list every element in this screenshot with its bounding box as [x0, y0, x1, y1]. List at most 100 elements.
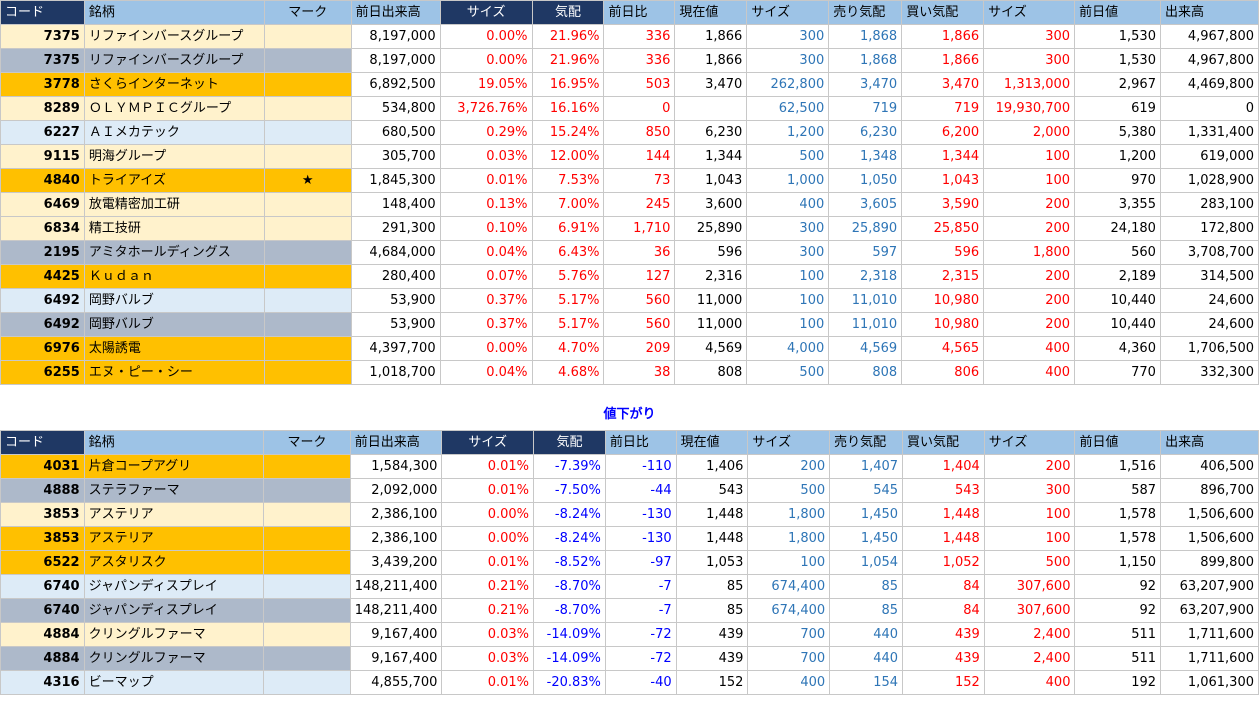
prev-price-cell[interactable]: 2,967	[1074, 72, 1161, 97]
size3-cell[interactable]: 500	[983, 550, 1076, 575]
table-row[interactable]: 6469 放電精密加工研 148,400 0.13% 7.00% 245 3,600 400 3…	[0, 192, 1259, 217]
code-cell[interactable]: 4316	[0, 670, 85, 695]
size1-cell[interactable]: 0.01%	[439, 168, 533, 193]
name-cell[interactable]: クリングルファーマ	[83, 622, 265, 647]
bid-cell[interactable]: 3,470	[901, 72, 985, 97]
prev-volume-cell[interactable]: 2,386,100	[349, 502, 443, 527]
kehai-cell[interactable]: 7.53%	[531, 168, 605, 193]
prev-volume-cell[interactable]: 1,584,300	[349, 454, 443, 479]
kehai-cell[interactable]: -8.24%	[533, 502, 606, 527]
ask-cell[interactable]: 597	[828, 240, 903, 265]
prev-price-cell[interactable]: 1,516	[1074, 454, 1162, 479]
mark-cell[interactable]	[263, 360, 352, 385]
col-header-prev-volume[interactable]: 前日出来高	[350, 0, 441, 25]
prev-price-cell[interactable]: 1,530	[1074, 48, 1161, 73]
ask-cell[interactable]: 1,450	[829, 526, 904, 551]
prev-price-cell[interactable]: 1,530	[1074, 24, 1161, 49]
size1-cell[interactable]: 0.29%	[439, 120, 533, 145]
price-cell[interactable]: 6,230	[674, 120, 748, 145]
price-cell[interactable]: 11,000	[674, 288, 748, 313]
ask-cell[interactable]: 545	[829, 478, 904, 503]
col-header-volume[interactable]: 出来高	[1159, 0, 1259, 25]
mark-cell[interactable]	[263, 670, 351, 695]
code-cell[interactable]: 7375	[0, 24, 85, 49]
price-cell[interactable]: 808	[674, 360, 748, 385]
code-cell[interactable]: 6834	[0, 216, 85, 241]
mark-cell[interactable]	[263, 72, 352, 97]
mark-cell[interactable]	[263, 454, 351, 479]
size1-cell[interactable]: 0.01%	[441, 670, 534, 695]
prev-volume-cell[interactable]: 6,892,500	[350, 72, 441, 97]
code-cell[interactable]: 3853	[0, 502, 85, 527]
code-cell[interactable]: 6740	[0, 598, 85, 623]
col-header-change[interactable]: 前日比	[603, 0, 676, 25]
prev-volume-cell[interactable]: 1,018,700	[350, 360, 441, 385]
col-header-prev-volume[interactable]: 前日出来高	[349, 430, 443, 455]
prev-volume-cell[interactable]: 53,900	[350, 312, 441, 337]
size2-cell[interactable]: 200	[747, 454, 831, 479]
prev-price-cell[interactable]: 1,578	[1074, 526, 1162, 551]
bid-cell[interactable]: 1,448	[902, 526, 985, 551]
size1-cell[interactable]: 0.07%	[439, 264, 533, 289]
code-cell[interactable]: 4888	[0, 478, 85, 503]
ask-cell[interactable]: 1,450	[829, 502, 904, 527]
col-header-change[interactable]: 前日比	[604, 430, 677, 455]
size1-cell[interactable]: 0.03%	[441, 622, 534, 647]
change-cell[interactable]: 560	[603, 288, 676, 313]
ask-cell[interactable]: 11,010	[828, 288, 903, 313]
code-cell[interactable]: 2195	[0, 240, 85, 265]
prev-volume-cell[interactable]: 1,845,300	[350, 168, 441, 193]
change-cell[interactable]: -40	[604, 670, 677, 695]
prev-price-cell[interactable]: 2,189	[1074, 264, 1161, 289]
name-cell[interactable]: 精工技研	[83, 216, 265, 241]
bid-cell[interactable]: 10,980	[901, 312, 985, 337]
table-row[interactable]: 6522 アスタリスク 3,439,200 0.01% -8.52% -97 1,053 10…	[0, 550, 1259, 575]
volume-cell[interactable]: 1,711,600	[1160, 646, 1259, 671]
col-header-mark[interactable]: マーク	[263, 0, 352, 25]
kehai-cell[interactable]: -8.52%	[533, 550, 606, 575]
size3-cell[interactable]: 100	[983, 502, 1076, 527]
bid-cell[interactable]: 152	[902, 670, 985, 695]
price-cell[interactable]: 11,000	[674, 312, 748, 337]
table-row[interactable]: 9115 明海グループ 305,700 0.03% 12.00% 144 1,344 500 1…	[0, 144, 1259, 169]
name-cell[interactable]: 放電精密加工研	[83, 192, 265, 217]
change-cell[interactable]: -72	[604, 646, 677, 671]
name-cell[interactable]: クリングルファーマ	[83, 646, 265, 671]
table-row[interactable]: 6255 エヌ・ピー・シー 1,018,700 0.04% 4.68% 38 808 500 8…	[0, 360, 1259, 385]
table-row[interactable]: 6227 ＡＩメカテック 680,500 0.29% 15.24% 850 6,230 1,2…	[0, 120, 1259, 145]
col-header-ask[interactable]: 売り気配	[829, 430, 904, 455]
size2-cell[interactable]: 500	[746, 360, 830, 385]
col-header-mark[interactable]: マーク	[263, 430, 351, 455]
change-cell[interactable]: -130	[604, 526, 677, 551]
table-row[interactable]: 6740 ジャパンディスプレイ 148,211,400 0.21% -8.70% -7 85…	[0, 574, 1259, 599]
size1-cell[interactable]: 0.13%	[439, 192, 533, 217]
code-cell[interactable]: 4031	[0, 454, 85, 479]
ask-cell[interactable]: 808	[828, 360, 903, 385]
size1-cell[interactable]: 0.03%	[439, 144, 533, 169]
mark-cell[interactable]	[263, 240, 352, 265]
volume-cell[interactable]: 1,506,600	[1160, 526, 1259, 551]
prev-volume-cell[interactable]: 4,855,700	[349, 670, 443, 695]
change-cell[interactable]: -7	[604, 598, 677, 623]
prev-volume-cell[interactable]: 8,197,000	[350, 24, 441, 49]
mark-cell[interactable]	[263, 312, 352, 337]
ask-cell[interactable]: 3,470	[828, 72, 903, 97]
ask-cell[interactable]: 1,868	[828, 24, 903, 49]
table-row[interactable]: 8289 ＯＬＹＭＰＩＣグループ 534,800 3,726.76% 16.16% 0 62…	[0, 96, 1259, 121]
kehai-cell[interactable]: 21.96%	[531, 24, 605, 49]
table-row[interactable]: 6492 岡野バルブ 53,900 0.37% 5.17% 560 11,000 100 11,…	[0, 288, 1259, 313]
size1-cell[interactable]: 0.03%	[441, 646, 534, 671]
prev-price-cell[interactable]: 970	[1074, 168, 1161, 193]
price-cell[interactable]: 1,866	[674, 48, 748, 73]
kehai-cell[interactable]: 5.17%	[531, 288, 605, 313]
volume-cell[interactable]: 283,100	[1159, 192, 1259, 217]
bid-cell[interactable]: 806	[901, 360, 985, 385]
change-cell[interactable]: -44	[604, 478, 677, 503]
price-cell[interactable]: 1,448	[675, 502, 749, 527]
prev-price-cell[interactable]: 4,360	[1074, 336, 1161, 361]
table-row[interactable]: 6976 太陽誘電 4,397,700 0.00% 4.70% 209 4,569 4,000…	[0, 336, 1259, 361]
size2-cell[interactable]: 700	[747, 622, 831, 647]
change-cell[interactable]: 850	[603, 120, 676, 145]
volume-cell[interactable]: 899,800	[1160, 550, 1259, 575]
size2-cell[interactable]: 300	[746, 240, 830, 265]
